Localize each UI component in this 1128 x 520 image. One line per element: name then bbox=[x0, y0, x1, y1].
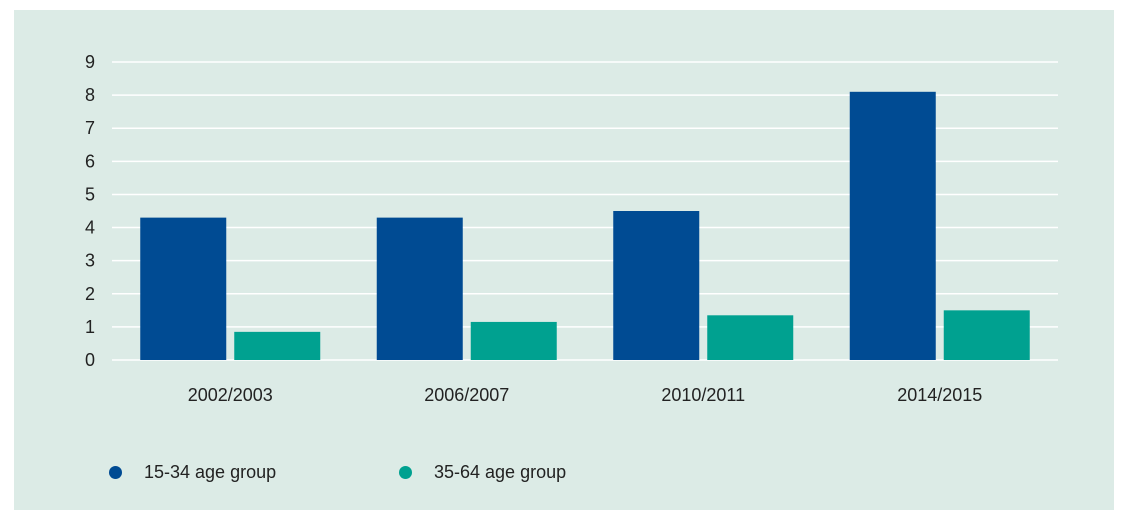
y-tick-label: 3 bbox=[85, 251, 95, 271]
y-axis-ticks: 0 1 2 3 4 5 6 7 8 9 bbox=[85, 52, 95, 370]
y-tick-label: 2 bbox=[85, 284, 95, 304]
legend-label-15-34: 15-34 age group bbox=[144, 462, 277, 482]
bar-35-64-2002-2003 bbox=[234, 331, 321, 360]
x-axis-labels: 2002/2003 2006/2007 2010/2011 2014/2015 bbox=[188, 385, 983, 405]
y-tick-label: 8 bbox=[85, 85, 95, 105]
y-tick-label: 9 bbox=[85, 52, 95, 72]
x-category-label: 2006/2007 bbox=[424, 385, 509, 405]
bar-15-34-2010-2011 bbox=[613, 211, 700, 360]
legend-label-35-64: 35-64 age group bbox=[434, 462, 567, 482]
y-tick-label: 4 bbox=[85, 218, 95, 238]
x-category-label: 2002/2003 bbox=[188, 385, 273, 405]
bar-15-34-2014-2015 bbox=[849, 91, 936, 361]
bar-35-64-2014-2015 bbox=[943, 310, 1030, 360]
legend-item-35-64: 35-64 age group bbox=[399, 462, 566, 483]
gridlines bbox=[112, 61, 1058, 361]
legend-swatch-15-34 bbox=[109, 466, 122, 479]
bars bbox=[140, 91, 1030, 361]
x-category-label: 2014/2015 bbox=[897, 385, 982, 405]
y-tick-label: 6 bbox=[85, 151, 95, 171]
x-category-label: 2010/2011 bbox=[661, 385, 745, 405]
bar-15-34-2002-2003 bbox=[140, 217, 227, 360]
y-tick-label: 7 bbox=[85, 118, 95, 138]
bar-15-34-2006-2007 bbox=[376, 217, 463, 360]
y-tick-label: 1 bbox=[85, 317, 95, 337]
y-tick-label: 5 bbox=[85, 184, 95, 204]
bar-35-64-2010-2011 bbox=[707, 315, 794, 360]
legend-item-15-34: 15-34 age group bbox=[109, 462, 276, 483]
y-tick-label: 0 bbox=[85, 350, 95, 370]
bar-35-64-2006-2007 bbox=[470, 321, 557, 360]
legend-swatch-35-64 bbox=[399, 466, 412, 479]
